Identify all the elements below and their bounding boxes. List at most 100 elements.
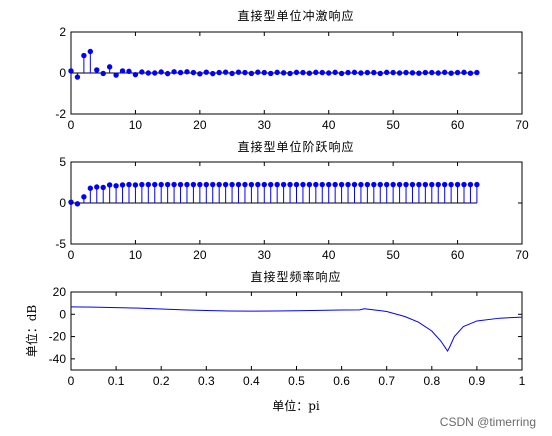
stem-marker [255,69,261,75]
stem-marker [300,181,306,188]
y-tick-label: 2 [59,25,66,39]
stem-marker [190,69,197,76]
stem-marker [454,69,461,76]
stem-marker [332,69,338,76]
stem-marker [461,181,467,188]
stem-marker [274,181,280,188]
stem-marker [74,74,81,80]
stem-marker [268,70,274,77]
frequency-y-label: 单位：dB [24,305,39,358]
x-tick-label: 40 [322,118,336,132]
x-tick-label: 0.6 [333,374,350,388]
stem-marker [403,181,409,188]
stem-marker [461,69,467,76]
stem-marker [100,70,106,77]
x-tick-label: 0.1 [108,374,125,388]
stem-marker [171,69,177,75]
stem-marker [87,48,94,55]
frequency-response-title: 直接型频率响应 [250,269,341,284]
step-response-plot: 直接型单位阶跃响应 0 10 20 30 40 50 60 70-505 [55,139,529,262]
stem-marker [164,70,171,77]
stem-marker [171,181,177,188]
stem-marker [164,181,171,188]
stem-marker [287,181,293,188]
x-tick-label: 0.5 [288,374,305,388]
stem-marker [319,69,325,76]
stem-marker [203,69,210,75]
stem-marker [126,68,132,75]
stem-marker [68,68,74,74]
stem-marker [384,181,390,188]
step-response-title: 直接型单位阶跃响应 [237,139,354,154]
x-tick-label: 0 [68,374,75,388]
stem-marker [448,181,454,188]
stem-marker [248,70,255,77]
stem-marker [416,70,422,76]
stem-marker [139,181,145,188]
stem-marker [409,181,416,188]
stem-marker [94,184,100,190]
y-tick-label: 20 [53,285,67,299]
stem-marker [358,70,364,76]
x-tick-label: 0 [68,118,75,132]
stem-marker [274,69,280,76]
x-tick-label: 10 [129,248,143,262]
stem-marker [210,181,216,188]
stem-marker [152,70,158,76]
stem-marker [261,69,267,76]
stem-marker [235,181,242,188]
stem-marker [126,181,132,188]
x-tick-label: 50 [386,248,400,262]
stem-marker [242,69,248,76]
stem-marker [119,182,126,188]
stem-marker [306,70,313,76]
stem-marker [235,69,242,75]
stem-marker [364,69,371,76]
watermark: CSDN @timerring [440,415,536,429]
stem-marker [106,182,113,188]
x-tick-label: 40 [322,248,336,262]
stem-marker [364,181,371,188]
stem-marker [139,69,145,75]
stem-marker [216,181,222,188]
stem-marker [190,181,197,188]
stem-marker [429,181,435,188]
y-tick-label: 0 [59,196,66,210]
stem-marker [229,70,235,77]
stem-marker [409,70,416,76]
stem-marker [358,181,364,188]
stem-marker [396,70,403,76]
stem-marker [467,70,474,76]
x-tick-label: 30 [258,118,272,132]
x-tick-label: 0.8 [423,374,440,388]
stem-marker [222,69,229,75]
stem-marker [94,67,100,73]
frequency-response-line [70,306,523,353]
x-tick-label: 1 [519,374,526,388]
stem-marker [441,181,448,188]
impulse-response-title: 直接型单位冲激响应 [237,8,354,23]
stem-marker [390,181,396,188]
x-tick-label: 20 [193,118,207,132]
stem-marker [313,69,319,76]
y-tick-label: -2 [55,107,66,121]
stem-marker [268,181,274,188]
stem-marker [177,181,184,188]
stem-marker [145,70,152,76]
stem-marker [435,70,441,76]
stem-marker [158,181,164,188]
stem-marker [81,52,87,59]
stem-marker [293,181,300,188]
frequency-axes-frame [70,291,523,371]
x-tick-label: 0 [68,248,75,262]
stem-marker [351,181,358,188]
stem-marker [384,69,390,76]
stem-marker [474,181,480,188]
stem-marker [197,181,203,188]
stem-marker [454,181,461,188]
stem-marker [197,71,203,77]
stem-marker [248,181,255,188]
stem-marker [100,184,106,191]
stem-marker [287,70,293,77]
